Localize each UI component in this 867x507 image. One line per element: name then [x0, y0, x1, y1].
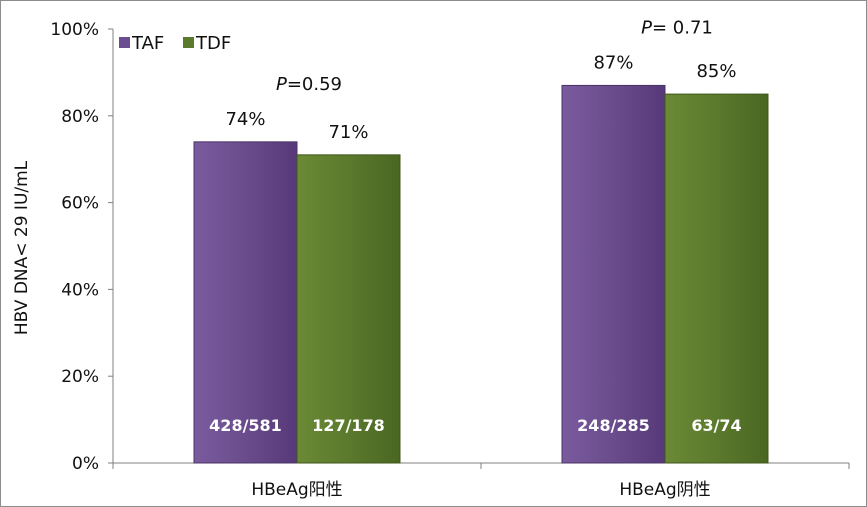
- legend-swatch-taf: [119, 37, 130, 48]
- y-axis-label: HBV DNA< 29 IU/mL: [12, 160, 32, 335]
- legend-label-taf: TAF: [131, 33, 164, 54]
- x-category-label: HBeAg阴性: [619, 480, 710, 500]
- bar-count-label: 127/178: [312, 416, 385, 435]
- bar-count-label: 428/581: [209, 416, 282, 435]
- bar-value-label: 87%: [593, 52, 633, 73]
- y-tick-label: 60%: [61, 194, 99, 214]
- y-tick-label: 20%: [61, 367, 99, 387]
- bar-taf: [561, 84, 666, 464]
- bar-value-label: 74%: [225, 109, 265, 130]
- y-axis-ticks: 0% 20% 40% 60% 80% 100%: [50, 20, 113, 474]
- bar-taf: [193, 141, 298, 464]
- bar-value-label: 71%: [328, 122, 368, 143]
- p-value-label: P= 0.71: [641, 17, 713, 38]
- legend-swatch-tdf: [183, 37, 194, 48]
- y-tick-label: 80%: [61, 107, 99, 127]
- bars: 74% 428/581 71% 127/178 87% 248/285 85% 63/74: [193, 52, 769, 464]
- p-values: P=0.59 P= 0.71: [276, 17, 713, 94]
- legend-label-tdf: TDF: [195, 33, 231, 54]
- bar-tdf: [664, 93, 769, 464]
- x-category-label: HBeAg阳性: [251, 480, 342, 500]
- p-value-label: P=0.59: [276, 74, 342, 95]
- bar-count-label: 248/285: [577, 416, 650, 435]
- bar-value-label: 85%: [696, 61, 736, 82]
- x-axis-categories: HBeAg阳性 HBeAg阴性: [112, 463, 850, 500]
- bar-tdf: [296, 154, 401, 464]
- bar-count-label: 63/74: [691, 416, 741, 435]
- y-tick-label: 100%: [50, 20, 99, 40]
- y-tick-label: 0%: [72, 454, 99, 474]
- legend: TAF TDF: [119, 33, 231, 54]
- y-tick-label: 40%: [61, 280, 99, 300]
